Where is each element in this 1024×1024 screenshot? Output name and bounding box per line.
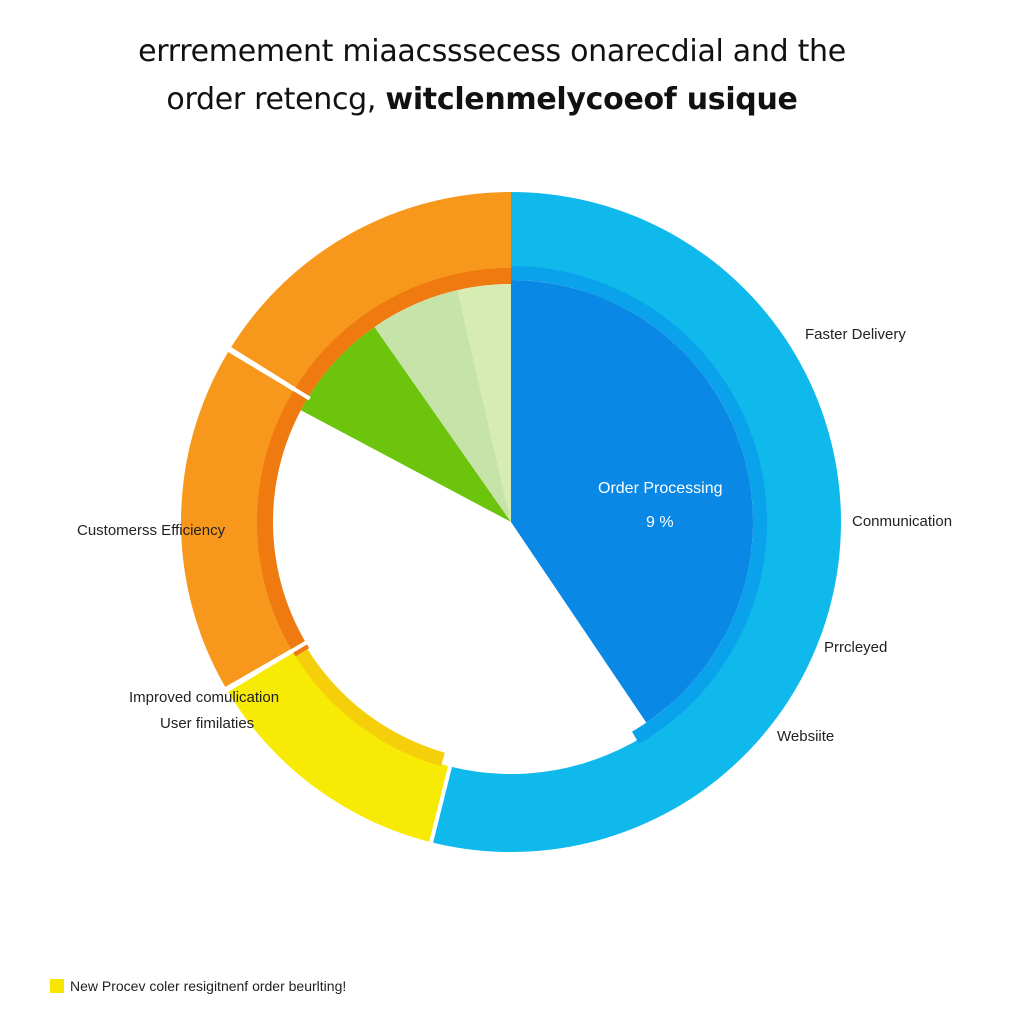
chart-title-line-2-regular: order retencg, bbox=[166, 82, 386, 117]
inner-accent-yellow bbox=[295, 649, 445, 767]
slice-value-order-processing: 9 % bbox=[646, 514, 674, 531]
separator-top-left bbox=[225, 345, 311, 401]
ring-segment-customer-efficiency-top bbox=[231, 192, 511, 389]
chart-title-line-2-bold: witclenmelycoeof usique bbox=[385, 82, 798, 117]
ring-separators bbox=[222, 345, 456, 847]
inner-slices bbox=[300, 280, 753, 723]
slice-light-green bbox=[374, 290, 511, 522]
label-prrcleyed: Prrcleyed bbox=[824, 639, 888, 656]
ring-segment-faster-delivery bbox=[431, 192, 841, 852]
label-website: Websiite bbox=[777, 728, 835, 745]
separator-bottom bbox=[428, 750, 456, 847]
slice-order-processing bbox=[511, 280, 753, 723]
ring-segment-improved-communication bbox=[228, 651, 451, 843]
separator-left bbox=[222, 640, 309, 694]
legend-swatch bbox=[50, 979, 64, 993]
slice-green bbox=[300, 327, 511, 522]
outer-ring bbox=[181, 192, 841, 852]
label-user-familiarities: User fimilaties bbox=[160, 715, 255, 732]
chart-title-line-1: errremement miaacsssecess onarecdial and… bbox=[138, 34, 846, 69]
label-customer-efficiency: Customerss Efficiency bbox=[77, 522, 226, 539]
slice-pale-green bbox=[457, 284, 511, 522]
label-conmunication: Conmunication bbox=[852, 513, 953, 530]
legend-label: New Procev coler resigitnenf order beurl… bbox=[70, 978, 347, 994]
slice-label-order-processing: Order Processing bbox=[598, 480, 723, 497]
label-faster-delivery: Faster Delivery bbox=[805, 326, 906, 343]
legend: New Procev coler resigitnenf order beurl… bbox=[50, 978, 346, 994]
chart-title-line-2: order retencg, witclenmelycoeof usique bbox=[0, 82, 994, 117]
label-improved-communication: Improved comulication bbox=[129, 689, 280, 706]
inner-accent-orange bbox=[257, 268, 511, 657]
inner-ring-accents bbox=[257, 266, 767, 767]
ring-segment-customer-efficiency-left bbox=[181, 352, 295, 687]
